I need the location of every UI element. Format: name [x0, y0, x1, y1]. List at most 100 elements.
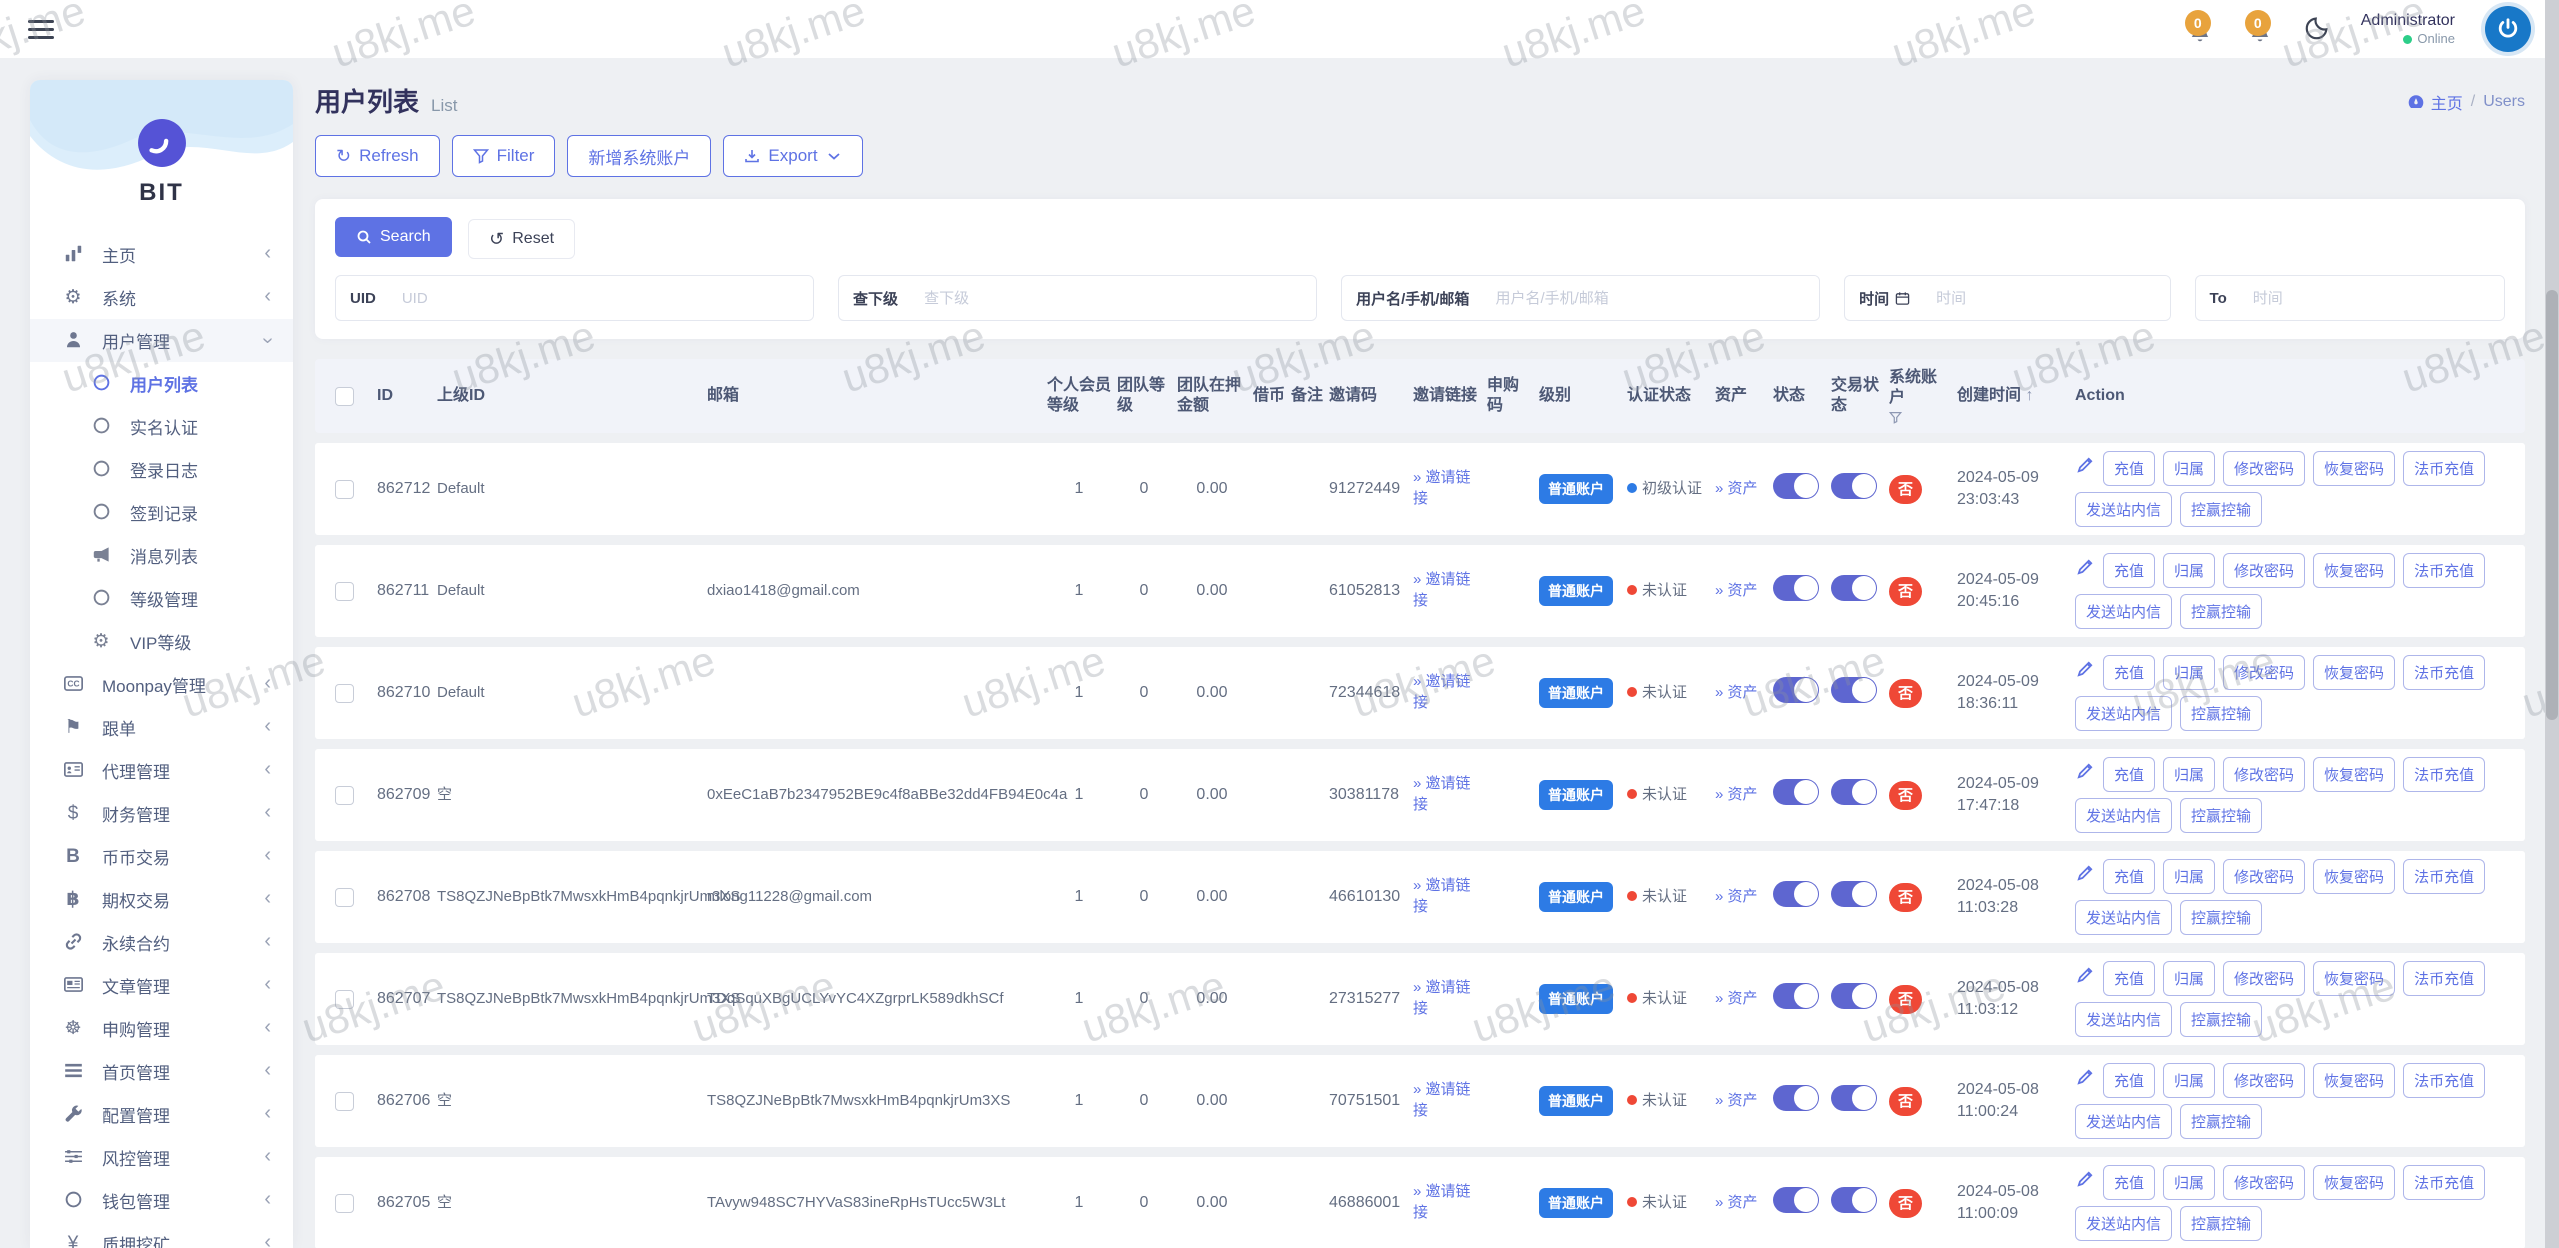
fiat-recharge-button[interactable]: 法币充值 — [2403, 1063, 2486, 1098]
recharge-button[interactable]: 充值 — [2103, 1063, 2156, 1098]
asset-link[interactable]: » 资产 — [1715, 683, 1758, 701]
row-checkbox[interactable] — [335, 785, 354, 805]
recover-password-button[interactable]: 恢复密码 — [2313, 553, 2396, 588]
invite-link[interactable]: » 邀请链接 — [1413, 775, 1471, 813]
change-password-button[interactable]: 修改密码 — [2223, 1165, 2306, 1200]
row-checkbox[interactable] — [335, 683, 354, 703]
sidebar-item-4[interactable]: 实名认证 — [30, 405, 293, 448]
asset-link[interactable]: » 资产 — [1715, 785, 1758, 803]
vertical-scrollbar[interactable] — [2545, 0, 2559, 1248]
uid-input[interactable] — [389, 276, 814, 320]
recharge-button[interactable]: 充值 — [2103, 859, 2156, 894]
attribution-button[interactable]: 归属 — [2163, 451, 2216, 486]
sidebar-item-8[interactable]: 等级管理 — [30, 577, 293, 620]
sidebar-item-17[interactable]: 文章管理 ‹ — [30, 964, 293, 1007]
win-loss-control-button[interactable]: 控赢控输 — [2180, 594, 2263, 629]
send-site-message-button[interactable]: 发送站内信 — [2075, 798, 2173, 833]
send-site-message-button[interactable]: 发送站内信 — [2075, 1206, 2173, 1241]
sidebar-item-9[interactable]: ⚙ VIP等级 — [30, 620, 293, 663]
invite-link[interactable]: » 邀请链接 — [1413, 1183, 1471, 1221]
trade-status-toggle[interactable] — [1831, 880, 1877, 907]
time-from-input[interactable] — [1924, 276, 2170, 320]
sidebar-item-12[interactable]: 代理管理 ‹ — [30, 749, 293, 792]
sidebar-item-19[interactable]: 首页管理 ‹ — [30, 1050, 293, 1093]
change-password-button[interactable]: 修改密码 — [2223, 655, 2306, 690]
asset-link[interactable]: » 资产 — [1715, 887, 1758, 905]
dark-mode-moon-icon[interactable] — [2305, 14, 2331, 45]
sidebar-item-1[interactable]: ⚙ 系统 ‹ — [30, 276, 293, 319]
sidebar-item-10[interactable]: CC Moonpay管理 ‹ — [30, 663, 293, 706]
trade-status-toggle[interactable] — [1831, 982, 1877, 1009]
recharge-button[interactable]: 充值 — [2103, 553, 2156, 588]
trade-status-toggle[interactable] — [1831, 472, 1877, 499]
recover-password-button[interactable]: 恢复密码 — [2313, 655, 2396, 690]
breadcrumb-current[interactable]: Users — [2483, 93, 2525, 110]
edit-pencil-icon[interactable] — [2075, 1067, 2095, 1094]
asset-link[interactable]: » 资产 — [1715, 1193, 1758, 1211]
add-system-account-button[interactable]: 新增系统账户 — [567, 135, 712, 177]
sidebar-item-6[interactable]: 签到记录 — [30, 491, 293, 534]
sidebar-item-3[interactable]: 用户列表 — [30, 362, 293, 405]
time-to-input[interactable] — [2240, 276, 2505, 320]
fiat-recharge-button[interactable]: 法币充值 — [2403, 655, 2486, 690]
fiat-recharge-button[interactable]: 法币充值 — [2403, 961, 2486, 996]
change-password-button[interactable]: 修改密码 — [2223, 451, 2306, 486]
trade-status-toggle[interactable] — [1831, 778, 1877, 805]
recover-password-button[interactable]: 恢复密码 — [2313, 1063, 2396, 1098]
refresh-button[interactable]: ↻ Refresh — [315, 135, 440, 177]
fiat-recharge-button[interactable]: 法币充值 — [2403, 757, 2486, 792]
sidebar-item-20[interactable]: 配置管理 ‹ — [30, 1093, 293, 1136]
recharge-button[interactable]: 充值 — [2103, 757, 2156, 792]
row-checkbox[interactable] — [335, 887, 354, 907]
asset-link[interactable]: » 资产 — [1715, 581, 1758, 599]
invite-link[interactable]: » 邀请链接 — [1413, 1081, 1471, 1119]
sidebar-item-5[interactable]: 登录日志 — [30, 448, 293, 491]
invite-link[interactable]: » 邀请链接 — [1413, 877, 1471, 915]
win-loss-control-button[interactable]: 控赢控输 — [2180, 1104, 2263, 1139]
sidebar-item-15[interactable]: ฿ 期权交易 ‹ — [30, 878, 293, 921]
send-site-message-button[interactable]: 发送站内信 — [2075, 492, 2173, 527]
change-password-button[interactable]: 修改密码 — [2223, 757, 2306, 792]
status-toggle[interactable] — [1773, 880, 1819, 907]
column-filter-icon[interactable] — [1889, 411, 1951, 424]
row-checkbox[interactable] — [335, 989, 354, 1009]
invite-link[interactable]: » 邀请链接 — [1413, 571, 1471, 609]
status-toggle[interactable] — [1773, 1084, 1819, 1111]
row-checkbox[interactable] — [335, 1091, 354, 1111]
recover-password-button[interactable]: 恢复密码 — [2313, 961, 2396, 996]
sidebar-item-18[interactable]: ☸ 申购管理 ‹ — [30, 1007, 293, 1050]
status-toggle[interactable] — [1773, 982, 1819, 1009]
sidebar-item-11[interactable]: ⚑ 跟单 ‹ — [30, 706, 293, 749]
fiat-recharge-button[interactable]: 法币充值 — [2403, 451, 2486, 486]
avatar[interactable] — [2485, 6, 2531, 52]
edit-pencil-icon[interactable] — [2075, 863, 2095, 890]
send-site-message-button[interactable]: 发送站内信 — [2075, 900, 2173, 935]
fiat-recharge-button[interactable]: 法币充值 — [2403, 1165, 2486, 1200]
recharge-button[interactable]: 充值 — [2103, 451, 2156, 486]
breadcrumb-home[interactable]: 主页 — [2407, 90, 2463, 114]
asset-link[interactable]: » 资产 — [1715, 989, 1758, 1007]
asset-link[interactable]: » 资产 — [1715, 1091, 1758, 1109]
attribution-button[interactable]: 归属 — [2163, 859, 2216, 894]
sidebar-item-16[interactable]: 永续合约 ‹ — [30, 921, 293, 964]
recharge-button[interactable]: 充值 — [2103, 655, 2156, 690]
sort-ascending-icon[interactable]: ↑ — [2021, 387, 2034, 404]
scrollbar-thumb[interactable] — [2546, 290, 2558, 720]
sidebar-item-13[interactable]: $ 财务管理 ‹ — [30, 792, 293, 835]
win-loss-control-button[interactable]: 控赢控输 — [2180, 1002, 2263, 1037]
edit-pencil-icon[interactable] — [2075, 965, 2095, 992]
sidebar-item-7[interactable]: 消息列表 — [30, 534, 293, 577]
status-toggle[interactable] — [1773, 1186, 1819, 1213]
win-loss-control-button[interactable]: 控赢控输 — [2180, 798, 2263, 833]
send-site-message-button[interactable]: 发送站内信 — [2075, 696, 2173, 731]
sidebar-item-22[interactable]: 钱包管理 ‹ — [30, 1179, 293, 1222]
sidebar-item-21[interactable]: 风控管理 ‹ — [30, 1136, 293, 1179]
sidebar-item-2[interactable]: 用户管理 ‹ — [30, 319, 293, 362]
send-site-message-button[interactable]: 发送站内信 — [2075, 594, 2173, 629]
edit-pencil-icon[interactable] — [2075, 557, 2095, 584]
invite-link[interactable]: » 邀请链接 — [1413, 673, 1471, 711]
invite-link[interactable]: » 邀请链接 — [1413, 469, 1471, 507]
export-button[interactable]: Export — [723, 135, 863, 177]
recover-password-button[interactable]: 恢复密码 — [2313, 451, 2396, 486]
user-info[interactable]: Administrator Online — [2361, 11, 2455, 47]
